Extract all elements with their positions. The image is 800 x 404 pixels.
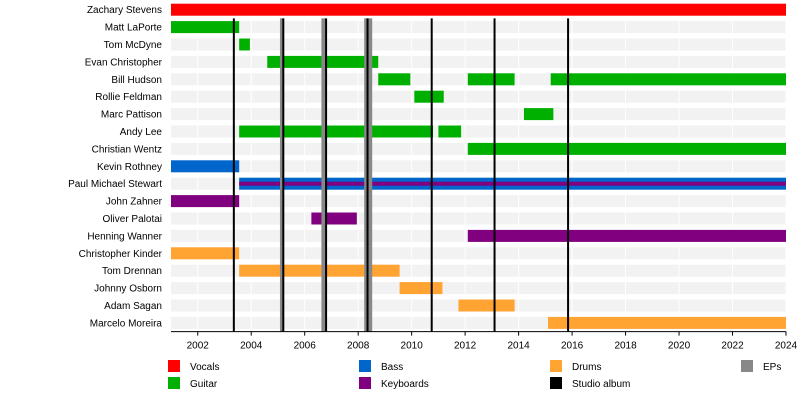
- row-band: [171, 247, 786, 260]
- member-name-label: Rollie Feldman: [95, 92, 162, 103]
- row-band: [171, 212, 786, 225]
- member-name-label: Christopher Kinder: [79, 249, 163, 260]
- x-tick-label: 2022: [721, 341, 744, 352]
- x-tick-label: 2006: [294, 341, 317, 352]
- legend-label: EPs: [763, 362, 781, 373]
- row-band: [171, 282, 786, 295]
- member-bar: [171, 195, 240, 208]
- member-name-label: John Zahner: [106, 197, 163, 208]
- member-bar: [171, 21, 240, 34]
- legend-swatch: [550, 360, 562, 372]
- member-name-label: Andy Lee: [120, 127, 163, 138]
- member-bar: [171, 160, 240, 173]
- member-bar: [467, 229, 786, 242]
- member-bar: [239, 38, 250, 51]
- member-bar: [311, 212, 357, 225]
- x-tick-label: 2002: [187, 341, 210, 352]
- row-band: [171, 21, 786, 34]
- member-bar: [239, 125, 434, 138]
- member-name-label: Tom Drennan: [102, 266, 162, 277]
- row-band: [171, 108, 786, 121]
- member-name-label: Oliver Palotai: [103, 214, 162, 225]
- legend-label: Keyboards: [381, 379, 429, 390]
- release-lines: [232, 18, 570, 332]
- member-name-label: Adam Sagan: [104, 301, 162, 312]
- x-tick-label: 2016: [561, 341, 584, 352]
- member-name-label: Henning Wanner: [87, 231, 162, 242]
- member-name-label: Tom McDyne: [104, 40, 163, 51]
- member-labels: Zachary Stevens Matt LaPorte Tom McDyne Eva…: [68, 5, 163, 329]
- x-tick-label: 2010: [401, 341, 424, 352]
- legend-swatch: [359, 377, 371, 389]
- member-bar: [438, 125, 462, 138]
- legend-label: Studio album: [572, 379, 630, 390]
- legend-swatch: [550, 377, 562, 389]
- member-name-label: Kevin Rothney: [97, 162, 162, 173]
- member-bars: [171, 3, 786, 329]
- x-tick-label: 2018: [614, 341, 637, 352]
- member-bar: [414, 90, 444, 103]
- row-bands: [171, 3, 786, 329]
- x-axis: 2002 2004 2006 2008 2010 2012 2014 2016 2018 2020…: [171, 331, 798, 352]
- member-bar: [399, 282, 443, 295]
- member-bar: [523, 108, 554, 121]
- member-bar: [378, 73, 411, 86]
- x-tick-label: 2020: [668, 341, 691, 352]
- member-name-label: Bill Hudson: [111, 75, 162, 86]
- member-bar: [550, 73, 786, 86]
- member-bar: [458, 299, 515, 312]
- member-name-label: Matt LaPorte: [105, 23, 163, 34]
- x-tick-label: 2008: [347, 341, 370, 352]
- legend-swatch: [168, 360, 180, 372]
- row-band: [171, 160, 786, 173]
- legend-swatch: [359, 360, 371, 372]
- member-name-label: Zachary Stevens: [87, 5, 162, 16]
- member-name-label: Johnny Osborn: [94, 284, 162, 295]
- x-tick-label: 2014: [507, 341, 530, 352]
- member-bar: [467, 142, 786, 155]
- member-name-label: Marcelo Moreira: [90, 318, 163, 329]
- member-name-label: Marc Pattison: [101, 110, 162, 121]
- row-band: [171, 90, 786, 103]
- row-band: [171, 195, 786, 208]
- row-band: [171, 55, 786, 68]
- member-name-label: Evan Christopher: [85, 57, 163, 68]
- legend: Vocals Guitar Bass Keyboards Drums Studio alb…: [168, 360, 781, 390]
- legend-label: Drums: [572, 362, 601, 373]
- member-name-label: Paul Michael Stewart: [68, 179, 162, 190]
- member-bar-overlay: [239, 181, 786, 186]
- row-band: [171, 38, 786, 51]
- legend-swatch: [168, 377, 180, 389]
- x-tick-label: 2012: [454, 341, 477, 352]
- member-bar: [548, 316, 786, 329]
- legend-label: Bass: [381, 362, 403, 373]
- legend-label: Guitar: [190, 379, 218, 390]
- x-tick-label: 2024: [775, 341, 798, 352]
- member-bar: [239, 264, 400, 277]
- member-name-label: Christian Wentz: [92, 144, 162, 155]
- x-tick-label: 2004: [240, 341, 263, 352]
- legend-swatch: [741, 360, 753, 372]
- legend-label: Vocals: [190, 362, 219, 373]
- member-bar: [171, 3, 786, 16]
- member-bar: [467, 73, 515, 86]
- member-bar: [171, 247, 240, 260]
